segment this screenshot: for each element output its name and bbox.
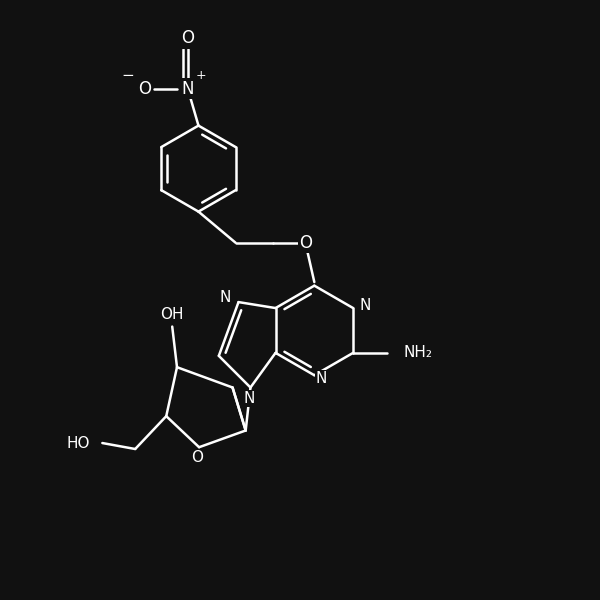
Text: N: N: [316, 371, 327, 386]
Text: O: O: [299, 233, 312, 251]
Text: O: O: [191, 451, 203, 466]
Text: N: N: [220, 290, 231, 305]
Text: +: +: [196, 69, 206, 82]
Text: O: O: [138, 80, 151, 98]
Text: N: N: [359, 298, 371, 313]
Text: NH₂: NH₂: [404, 346, 433, 361]
Text: N: N: [244, 391, 255, 406]
Text: N: N: [181, 80, 194, 98]
Text: O: O: [181, 29, 194, 47]
Text: −: −: [122, 68, 134, 83]
Text: HO: HO: [67, 436, 91, 451]
Text: OH: OH: [160, 307, 184, 322]
